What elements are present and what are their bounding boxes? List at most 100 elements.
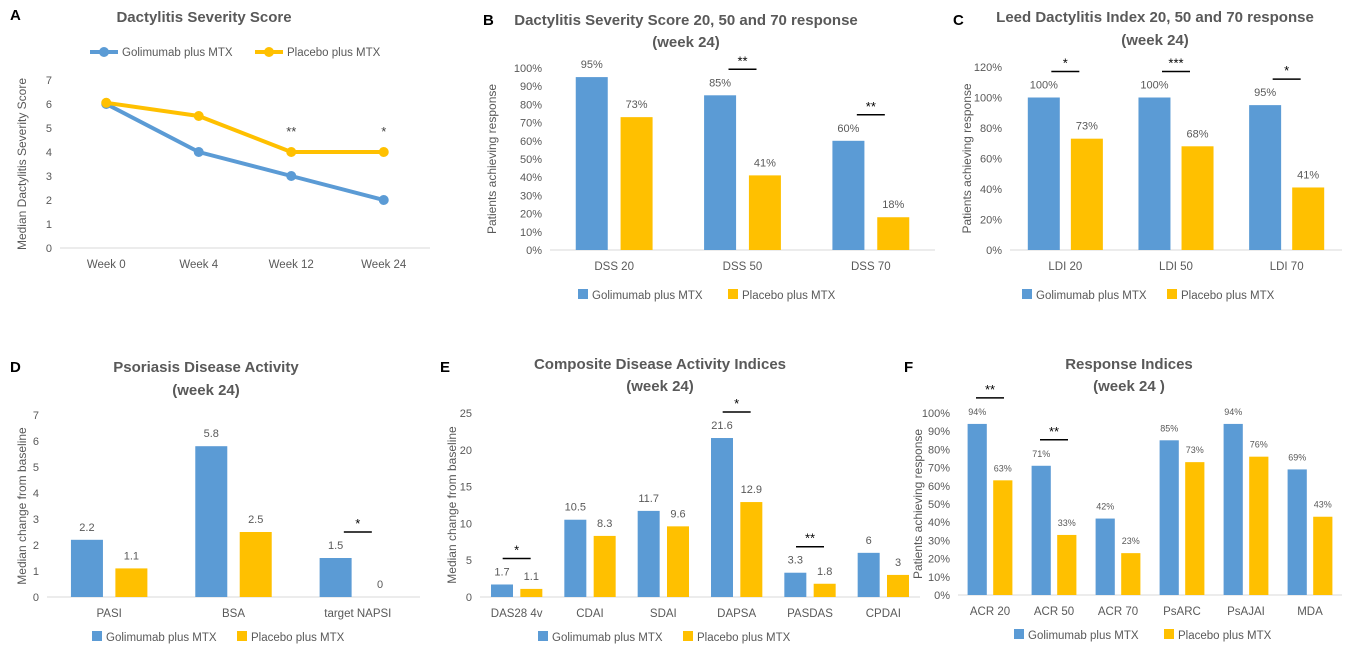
data-label: 8.3 bbox=[597, 518, 612, 530]
y-tick-label: 4 bbox=[46, 147, 52, 159]
data-label: 63% bbox=[994, 463, 1012, 473]
data-label: 5.8 bbox=[204, 428, 219, 440]
data-label: 10.5 bbox=[565, 502, 586, 514]
data-label: 12.9 bbox=[741, 484, 762, 496]
legend-label: Golimumab plus MTX bbox=[1036, 290, 1147, 302]
y-tick-label: 2 bbox=[46, 195, 52, 207]
x-tick-label: CPDAI bbox=[866, 608, 901, 620]
y-tick-label: 20% bbox=[928, 554, 950, 566]
x-tick-label: PASDAS bbox=[787, 608, 833, 620]
bar bbox=[1287, 469, 1307, 595]
bar bbox=[967, 423, 987, 595]
y-tick-label: 1 bbox=[46, 219, 52, 231]
legend-label: Placebo plus MTX bbox=[1181, 290, 1275, 302]
legend-swatch bbox=[1022, 289, 1032, 299]
data-label: 9.6 bbox=[670, 508, 685, 520]
y-tick-label: 50% bbox=[928, 499, 950, 511]
bar bbox=[1159, 440, 1179, 595]
data-point bbox=[101, 97, 112, 108]
legend-label: Placebo plus MTX bbox=[251, 632, 345, 644]
data-point bbox=[286, 147, 297, 157]
bar bbox=[1070, 138, 1103, 250]
x-tick-label: PsARC bbox=[1163, 606, 1201, 618]
legend-swatch bbox=[1167, 289, 1177, 299]
data-label: 68% bbox=[1187, 128, 1209, 140]
x-tick-label: DAPSA bbox=[717, 608, 756, 620]
y-tick-label: 0% bbox=[934, 590, 950, 602]
y-tick-label: 4 bbox=[33, 488, 39, 500]
legend-swatch-marker bbox=[264, 47, 274, 57]
significance-marker: * bbox=[1284, 63, 1289, 78]
x-tick-label: DSS 70 bbox=[851, 261, 891, 273]
x-tick-label: DSS 50 bbox=[723, 261, 763, 273]
data-label: 100% bbox=[1140, 80, 1168, 92]
bar bbox=[1057, 534, 1077, 595]
y-tick-label: 0 bbox=[46, 243, 52, 255]
data-label: 2.2 bbox=[79, 522, 94, 534]
bar bbox=[667, 526, 689, 597]
y-tick-label: 6 bbox=[33, 436, 39, 448]
y-tick-label: 1 bbox=[33, 566, 39, 578]
legend-label: Placebo plus MTX bbox=[742, 290, 836, 302]
y-tick-label: 40% bbox=[520, 172, 542, 184]
data-label: 1.1 bbox=[124, 550, 139, 562]
y-tick-label: 10% bbox=[520, 227, 542, 239]
y-tick-label: 20% bbox=[980, 215, 1002, 227]
data-label: 42% bbox=[1096, 502, 1114, 512]
data-label: 23% bbox=[1122, 536, 1140, 546]
bar bbox=[70, 539, 103, 597]
data-label: 41% bbox=[754, 157, 776, 169]
bar bbox=[857, 552, 880, 597]
bar bbox=[637, 510, 660, 597]
y-tick-label: 7 bbox=[33, 410, 39, 422]
data-label: 43% bbox=[1314, 500, 1332, 510]
bar bbox=[887, 574, 909, 597]
bar bbox=[704, 95, 737, 250]
y-tick-label: 5 bbox=[466, 555, 472, 567]
y-tick-label: 70% bbox=[520, 118, 542, 130]
bar bbox=[1121, 553, 1141, 595]
y-tick-label: 5 bbox=[33, 462, 39, 474]
legend-label: Golimumab plus MTX bbox=[122, 47, 233, 59]
x-tick-label: PASI bbox=[96, 608, 121, 620]
y-tick-label: 20% bbox=[520, 209, 542, 221]
significance-marker: * bbox=[514, 542, 519, 557]
x-tick-label: LDI 50 bbox=[1159, 261, 1193, 273]
y-tick-label: 10 bbox=[460, 518, 472, 530]
panel-letter: D bbox=[10, 359, 21, 376]
bar bbox=[748, 175, 781, 250]
bar bbox=[740, 502, 763, 597]
chart-subtitle: (week 24) bbox=[1121, 32, 1189, 49]
y-tick-label: 100% bbox=[514, 63, 542, 75]
chart-subtitle: (week 24) bbox=[626, 378, 694, 395]
y-tick-label: 25 bbox=[460, 408, 472, 420]
x-tick-label: DSS 20 bbox=[594, 261, 634, 273]
data-label: 94% bbox=[1224, 407, 1242, 417]
x-tick-label: BSA bbox=[222, 608, 245, 620]
bar bbox=[1181, 146, 1214, 250]
x-tick-label: Week 0 bbox=[87, 259, 126, 271]
bar bbox=[1249, 456, 1269, 595]
legend-label: Golimumab plus MTX bbox=[106, 632, 217, 644]
bar bbox=[1031, 465, 1051, 595]
legend-swatch-marker bbox=[99, 47, 109, 57]
y-tick-label: 40% bbox=[980, 184, 1002, 196]
y-axis-label: Median change from baseline bbox=[445, 426, 459, 584]
significance-marker: ** bbox=[737, 53, 747, 68]
bar bbox=[877, 217, 910, 250]
panel-f: F Response Indices (week 24 ) Patients achi… bbox=[904, 356, 1342, 642]
significance-marker: * bbox=[734, 396, 739, 411]
x-tick-label: target NAPSI bbox=[324, 608, 391, 620]
bar bbox=[1138, 97, 1171, 250]
x-tick-label: CDAI bbox=[576, 608, 603, 620]
data-label: 2.5 bbox=[248, 514, 263, 526]
y-tick-label: 0% bbox=[986, 245, 1002, 257]
y-tick-label: 60% bbox=[980, 154, 1002, 166]
y-tick-label: 50% bbox=[520, 154, 542, 166]
panel-d: D Psoriasis Disease Activity (week 24) Medi… bbox=[10, 359, 420, 644]
y-tick-label: 80% bbox=[980, 123, 1002, 135]
y-axis-label: Patients achieving response bbox=[911, 429, 925, 579]
data-label: 1.7 bbox=[494, 566, 509, 578]
y-axis-label: Median Dactylitis Severity Score bbox=[15, 78, 29, 250]
